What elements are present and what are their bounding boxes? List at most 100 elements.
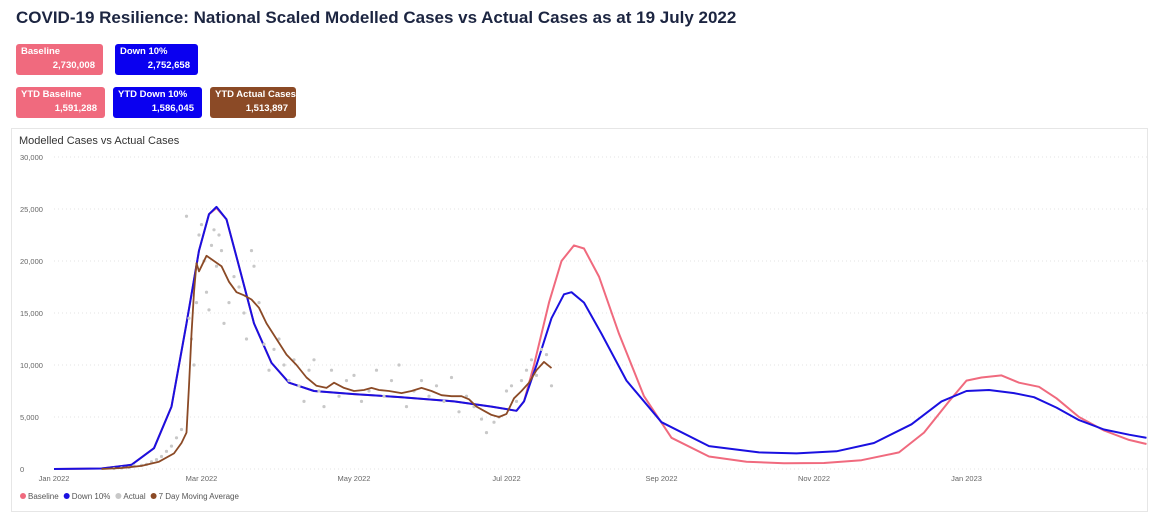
actual-point (504, 389, 509, 393)
kpi-card-down-10[interactable]: Down 10% 2,752,658 (115, 44, 198, 75)
legend-label-actual: Actual (123, 492, 145, 501)
actual-point (479, 417, 484, 421)
actual-point (337, 394, 341, 398)
legend-marker-7-day-moving-average (150, 493, 157, 499)
actual-point (207, 308, 211, 312)
kpi-card-baseline[interactable]: Baseline 2,730,008 (16, 44, 103, 75)
line-chart[interactable]: 0 5,000 10,000 15,000 20,000 25,000 30,000 Jan … (12, 129, 1149, 513)
chart-title: Modelled Cases vs Actual Cases (19, 135, 180, 147)
actual-point (262, 342, 266, 346)
legend-marker-down-10 (63, 493, 70, 499)
actual-point (534, 373, 539, 377)
legend-label-7-day-moving-average: 7 Day Moving Average (159, 492, 240, 501)
actual-point (442, 399, 446, 403)
actual-point (252, 264, 256, 268)
actual-point (359, 399, 364, 403)
kpi-value: 1,591,288 (54, 103, 97, 114)
actual-point (159, 454, 164, 459)
actual-point (199, 223, 204, 227)
actual-point (539, 347, 544, 351)
actual-point (449, 375, 454, 380)
page-title: COVID-19 Resilience: National Scaled Mod… (16, 8, 737, 27)
actual-point (524, 368, 529, 372)
actual-point (192, 363, 196, 367)
kpi-label: YTD Baseline (21, 89, 82, 100)
kpi-card-ytd-actual-cases[interactable]: YTD Actual Cases 1,513,897 (210, 87, 296, 118)
actual-point (277, 337, 281, 341)
y-tick-label: 15,000 (20, 309, 43, 318)
x-tick-label: Jul 2022 (492, 474, 520, 483)
legend-label-baseline: Baseline (28, 492, 59, 501)
actual-point (249, 249, 254, 253)
actual-point (272, 347, 276, 351)
actual-point (419, 379, 424, 383)
actual-point (174, 436, 179, 440)
actual-point (197, 233, 201, 237)
y-tick-label: 0 (20, 465, 24, 474)
actual-point (344, 379, 349, 383)
actual-point (434, 384, 439, 388)
actual-point (389, 379, 394, 383)
actual-point (209, 243, 214, 247)
actual-point (549, 384, 554, 388)
actual-point (169, 444, 174, 448)
actual-point (509, 384, 514, 388)
y-tick-label: 20,000 (20, 257, 43, 266)
actual-point (329, 368, 334, 372)
actual-point (187, 316, 191, 320)
actual-point (484, 431, 489, 435)
actual-point (267, 368, 271, 372)
actual-point (382, 394, 386, 398)
chart-panel[interactable]: Modelled Cases vs Actual Cases 0 5,000 10,… (11, 128, 1148, 512)
actual-point (322, 405, 326, 409)
actual-point (179, 427, 184, 432)
actual-point (374, 368, 379, 372)
kpi-label: YTD Actual Cases (215, 89, 296, 100)
actual-point (492, 420, 496, 424)
kpi-label: Down 10% (120, 46, 168, 57)
actual-point (194, 301, 199, 305)
actual-point (242, 311, 246, 315)
actual-point (312, 358, 316, 362)
baseline-line (53, 207, 1147, 470)
actual-point (287, 379, 291, 383)
kpi-card-ytd-baseline[interactable]: YTD Baseline 1,591,288 (16, 87, 105, 118)
kpi-label: Baseline (21, 46, 61, 57)
actual-point (317, 389, 321, 393)
y-tick-label: 5,000 (20, 413, 39, 422)
actual-point (297, 384, 301, 388)
actual-point (544, 353, 549, 357)
actual-point (227, 301, 231, 305)
actual-point (427, 394, 431, 398)
actual-point (282, 363, 286, 367)
actual-point (219, 249, 224, 253)
actual-point (457, 410, 461, 414)
x-tick-label: Nov 2022 (798, 474, 830, 483)
actual-point (257, 301, 261, 305)
actual-point (164, 449, 169, 453)
7-day-moving-average-line (101, 254, 553, 470)
actual-point (519, 379, 524, 383)
actual-point (154, 458, 159, 462)
kpi-value: 1,586,045 (151, 103, 194, 114)
x-tick-label: Sep 2022 (645, 474, 677, 483)
actual-point (204, 290, 209, 294)
actual-point (307, 368, 311, 372)
down-10-line (53, 205, 1147, 470)
actual-point (222, 321, 226, 325)
actual-point (302, 399, 306, 403)
legend-marker-baseline (20, 493, 26, 499)
actual-point (244, 337, 249, 341)
legend-label-down-10: Down 10% (72, 492, 111, 501)
legend-marker-actual (115, 493, 122, 499)
kpi-value: 1,513,897 (245, 103, 288, 114)
actual-point (214, 264, 219, 268)
actual-point (404, 405, 409, 409)
kpi-value: 2,752,658 (147, 60, 190, 71)
kpi-card-ytd-down-10[interactable]: YTD Down 10% 1,586,045 (113, 87, 202, 118)
kpi-value: 2,730,008 (52, 60, 95, 71)
actual-point (352, 373, 356, 377)
actual-point (217, 233, 221, 237)
kpi-label: YTD Down 10% (118, 89, 188, 100)
actual-point (514, 399, 519, 403)
